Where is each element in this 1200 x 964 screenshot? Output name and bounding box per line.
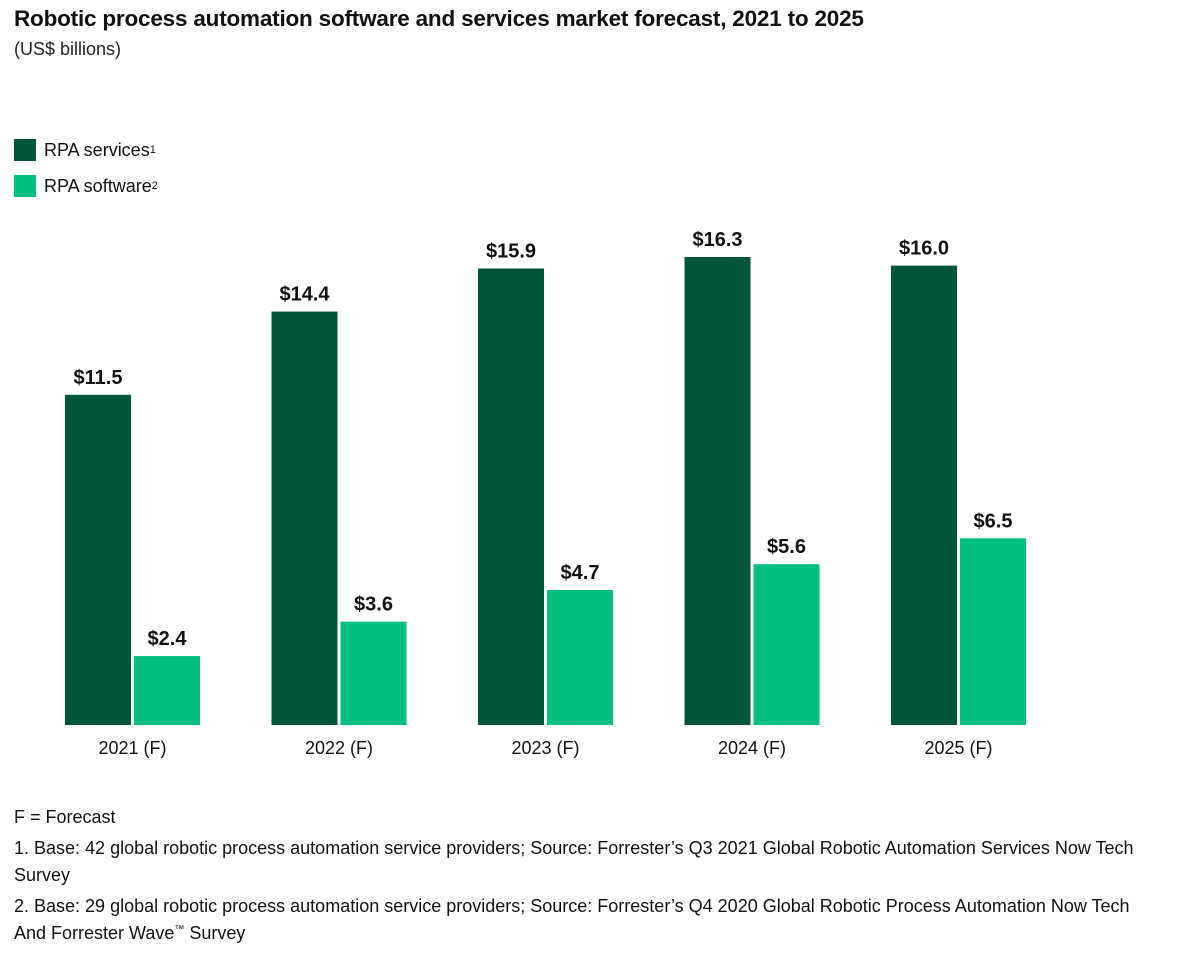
footnote-2-trademark: ™ bbox=[174, 924, 185, 935]
forecast-note: F = Forecast bbox=[14, 807, 116, 827]
data-label-software-0: $2.4 bbox=[148, 628, 188, 650]
legend-swatch-rpa-services bbox=[14, 139, 36, 161]
bar-software-4 bbox=[960, 538, 1026, 725]
data-label-services-0: $11.5 bbox=[74, 367, 123, 389]
bar-services-4 bbox=[891, 265, 957, 725]
x-tick-label-4: 2025 (F) bbox=[924, 738, 992, 758]
legend-swatch-rpa-software bbox=[14, 175, 36, 197]
data-label-software-4: $6.5 bbox=[974, 510, 1013, 532]
data-label-services-3: $16.3 bbox=[692, 229, 742, 251]
chart-subtitle: (US$ billions) bbox=[14, 39, 122, 59]
data-label-services-2: $15.9 bbox=[486, 240, 536, 262]
legend-item-rpa-services: RPA services 1 bbox=[14, 138, 158, 162]
data-label-software-1: $3.6 bbox=[354, 594, 393, 616]
footnote-2-end: Survey bbox=[184, 923, 246, 943]
bar-services-2 bbox=[478, 268, 544, 725]
x-tick-label-2: 2023 (F) bbox=[511, 738, 579, 758]
x-tick-label-3: 2024 (F) bbox=[718, 738, 786, 758]
legend-item-rpa-software: RPA software 2 bbox=[14, 174, 158, 198]
bar-services-3 bbox=[684, 257, 751, 725]
bar-software-0 bbox=[134, 656, 200, 725]
data-label-software-2: $4.7 bbox=[561, 562, 600, 584]
footnotes: F = Forecast 1. Base: 42 global robotic … bbox=[14, 804, 1134, 951]
footnote-2-main: 2. Base: 29 global robotic process autom… bbox=[14, 896, 1130, 943]
legend-label-rpa-software: RPA software bbox=[44, 175, 152, 196]
legend-label-rpa-services: RPA services bbox=[44, 139, 150, 160]
legend: RPA services 1 RPA software 2 bbox=[14, 138, 158, 210]
footnote-1: 1. Base: 42 global robotic process autom… bbox=[14, 838, 1134, 885]
data-label-services-4: $16.0 bbox=[899, 238, 949, 260]
bar-services-1 bbox=[271, 311, 338, 725]
data-label-services-1: $14.4 bbox=[279, 284, 330, 306]
bar-software-1 bbox=[340, 621, 407, 725]
x-tick-label-0: 2021 (F) bbox=[98, 738, 166, 758]
bar-services-0 bbox=[65, 394, 131, 725]
chart-title: Robotic process automation software and … bbox=[14, 6, 864, 31]
x-tick-label-1: 2022 (F) bbox=[305, 738, 373, 758]
bar-software-2 bbox=[547, 590, 613, 725]
bar-chart: $11.5 $2.4 2021 (F) $14.4 $3.6 2022 (F) $15.9 $… bbox=[65, 229, 1026, 758]
bar-software-3 bbox=[753, 564, 820, 725]
data-label-software-3: $5.6 bbox=[767, 536, 806, 558]
footnote-2: 2. Base: 29 global robotic process autom… bbox=[14, 893, 1134, 947]
